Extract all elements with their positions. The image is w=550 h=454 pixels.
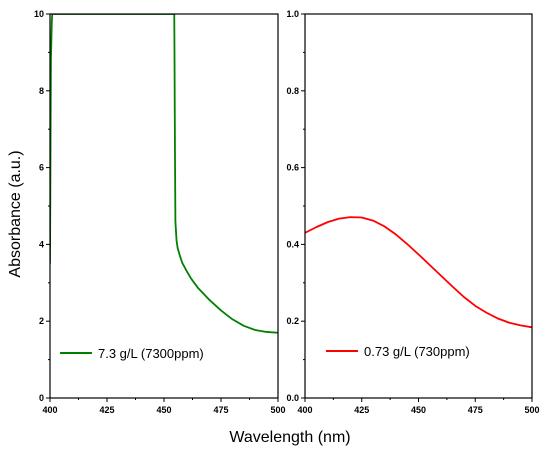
- y-tick-label: 0.0: [286, 393, 299, 403]
- x-tick-label: 425: [99, 405, 114, 415]
- x-tick-label: 500: [524, 405, 539, 415]
- y-tick-label: 0.4: [286, 239, 299, 249]
- y-tick-label: 8: [39, 86, 44, 96]
- plot-frame: [49, 13, 279, 399]
- y-tick-label: 0.8: [286, 86, 299, 96]
- legend-label: 0.73 g/L (730ppm): [364, 344, 470, 359]
- series-line-red: [305, 216, 532, 329]
- x-tick-label: 500: [270, 405, 285, 415]
- x-tick-label: 400: [297, 405, 312, 415]
- y-tick-label: 1.0: [286, 9, 299, 19]
- plot-frame: [304, 13, 533, 399]
- y-tick-label: 0.2: [286, 316, 299, 326]
- legend-label: 7.3 g/L (7300ppm): [98, 346, 204, 361]
- y-tick-label: 6: [39, 163, 44, 173]
- y-tick-label: 2: [39, 316, 44, 326]
- left-panel: 7.3 g/L (7300ppm) 400 425 450 475 500 0 2 4 6 8 10: [34, 9, 286, 415]
- y-axis-title: Absorbance (a.u.): [7, 150, 24, 277]
- y-tick-label: 0.6: [286, 163, 299, 173]
- x-tick-label: 400: [42, 405, 57, 415]
- x-tick-label: 450: [411, 405, 426, 415]
- y-tick-label: 0: [39, 393, 44, 403]
- series-line-green: [50, 14, 278, 334]
- x-tick-label: 450: [156, 405, 171, 415]
- x-tick-label: 475: [468, 405, 483, 415]
- y-tick-label: 10: [34, 9, 44, 19]
- x-tick-label: 475: [213, 405, 228, 415]
- y-tick-label: 4: [39, 239, 44, 249]
- x-axis-title: Wavelength (nm): [229, 429, 350, 446]
- right-panel: 0.73 g/L (730ppm) 400 425 450 475 500 0.0 0.2 0.…: [286, 9, 539, 415]
- x-tick-label: 425: [354, 405, 369, 415]
